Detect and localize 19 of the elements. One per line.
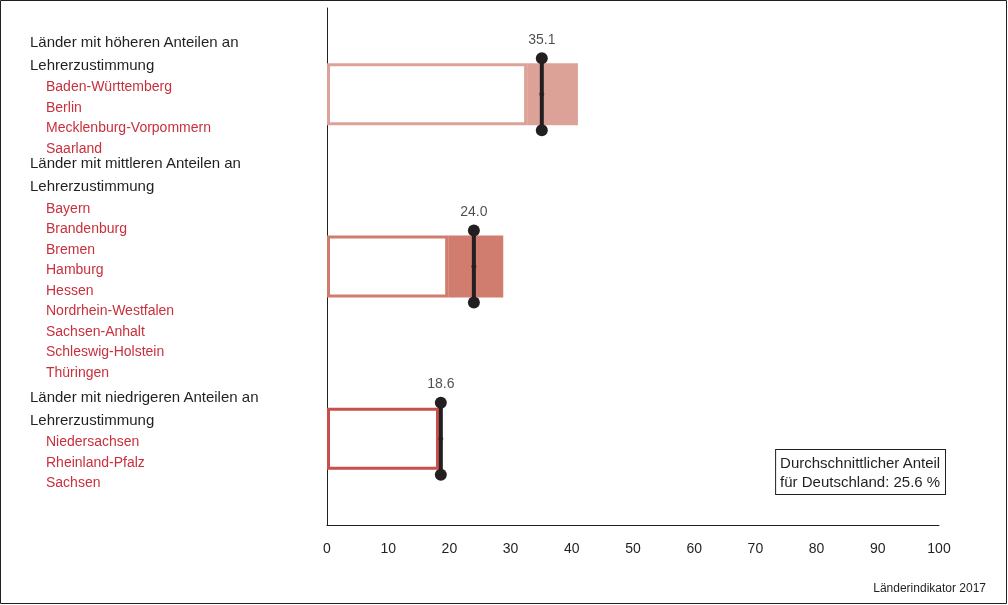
x-tick-label: 80 (808, 540, 825, 556)
x-tick-label: 100 (927, 540, 951, 556)
x-tick-label: 60 (686, 540, 703, 556)
x-tick-label: 30 (502, 540, 519, 556)
x-tick-label: 0 (323, 540, 332, 556)
data-label: 35.1 (528, 30, 556, 47)
data-label: 24.0 (460, 203, 488, 219)
x-tick-label: 10 (380, 540, 397, 556)
x-tick-label: 70 (747, 540, 764, 556)
y-tick-label: Länder mit höheren Anteilen an Lehrerzustimmung Baden-Württemberg Berlin Mecklenburg-Vorpommern Saarland (30, 33, 239, 156)
data-label: 18.6 (427, 375, 455, 392)
y-tick-label: Länder mit niedrigeren Anteilen an Lehrerzustimmung Niedersachsen Rheinland-Pfalz Sachsen (30, 388, 259, 491)
x-tick-label: 40 (564, 540, 580, 556)
text: Länderindikator 2017 (873, 580, 987, 595)
annotation: Durchschnittlicher Anteil für Deutschland: 25.6 % (780, 454, 941, 490)
x-tick-label: 20 (441, 540, 458, 556)
x-tick-label: 50 (625, 540, 641, 556)
x-tick-label: 90 (870, 540, 886, 556)
category-label: Länder mit mittleren Anteilen an Lehrerzustimmung Bayern Brandenburg Bremen Hamburg Hessen Nordrhein-Westfalen Sachsen-Anhalt Schleswig-Holstein Thüringen (30, 154, 241, 380)
